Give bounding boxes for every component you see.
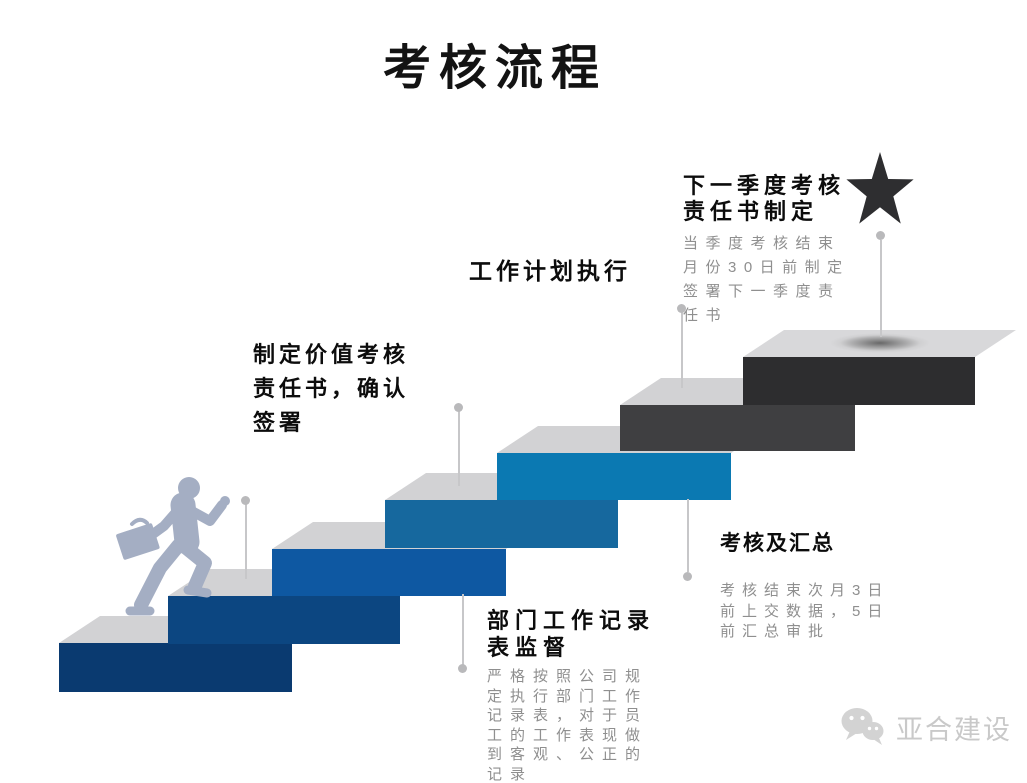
- step-front-6: [620, 405, 855, 451]
- connector-dot: [683, 572, 692, 581]
- peak-hole-shadow: [830, 333, 930, 353]
- label-work-plan: 工作计划执行: [469, 258, 631, 284]
- label-line: 责任书制定: [683, 199, 819, 224]
- connector-dot: [876, 231, 885, 240]
- label-assessment-summary: 考核及汇总 考核结束次月3日 前上交数据，5日 前汇总审批: [720, 527, 889, 643]
- label-line: 下一季度考核: [683, 173, 846, 198]
- connector-record-supervision: [462, 594, 464, 665]
- brand-watermark: 亚合建设: [840, 706, 1012, 748]
- connector-dot: [241, 496, 250, 505]
- step-front-4: [385, 500, 618, 548]
- label-record-supervision: 部门工作记录 表监督 严格按照公司规 定执行部门工作 记录表，对于员 工的工作表…: [487, 607, 655, 783]
- connector-dot: [458, 664, 467, 673]
- step-front-5: [497, 453, 731, 500]
- label-line: 考核及汇总: [720, 532, 835, 555]
- step-front-3: [272, 549, 506, 596]
- step-front-2: [168, 596, 400, 644]
- connector-dot: [677, 304, 686, 313]
- page-title: 考核流程: [383, 42, 608, 95]
- label-body: 考核结束次月3日 前上交数据，5日 前汇总审批: [720, 582, 890, 640]
- label-quality-agreement: 制定价值考核 责任书，确认 签署: [253, 338, 409, 440]
- brand-name: 亚合建设: [896, 714, 1012, 745]
- connector-work-plan: [681, 312, 683, 388]
- wechat-icon: [841, 708, 884, 745]
- label-body: 严格按照公司规 定执行部门工作 记录表，对于员 工的工作表现做 到客观、公正的 …: [487, 668, 649, 783]
- label-next-quarter: 下一季度考核 责任书制定 当季度考核结束 月份30日前制定 签署下一季度责 任书: [683, 173, 850, 328]
- star-icon: [846, 152, 914, 224]
- connector-next-quarter: [880, 240, 882, 337]
- connector-quality-agreement: [458, 411, 460, 486]
- label-line: 部门工作记录: [487, 608, 656, 633]
- connector-left-step: [245, 504, 247, 579]
- label-line: 责任书，确认: [253, 376, 410, 401]
- label-line: 签署: [253, 410, 306, 435]
- step-front-7: [743, 357, 975, 405]
- label-line: 制定价值考核: [253, 342, 410, 367]
- label-line: 表监督: [487, 635, 572, 660]
- connector-dot: [454, 403, 463, 412]
- businessman-icon: [116, 477, 230, 616]
- step-front-1: [59, 643, 292, 692]
- connector-assessment-summary: [687, 499, 689, 572]
- label-body: 当季度考核结束 月份30日前制定 签署下一季度责 任书: [683, 235, 850, 324]
